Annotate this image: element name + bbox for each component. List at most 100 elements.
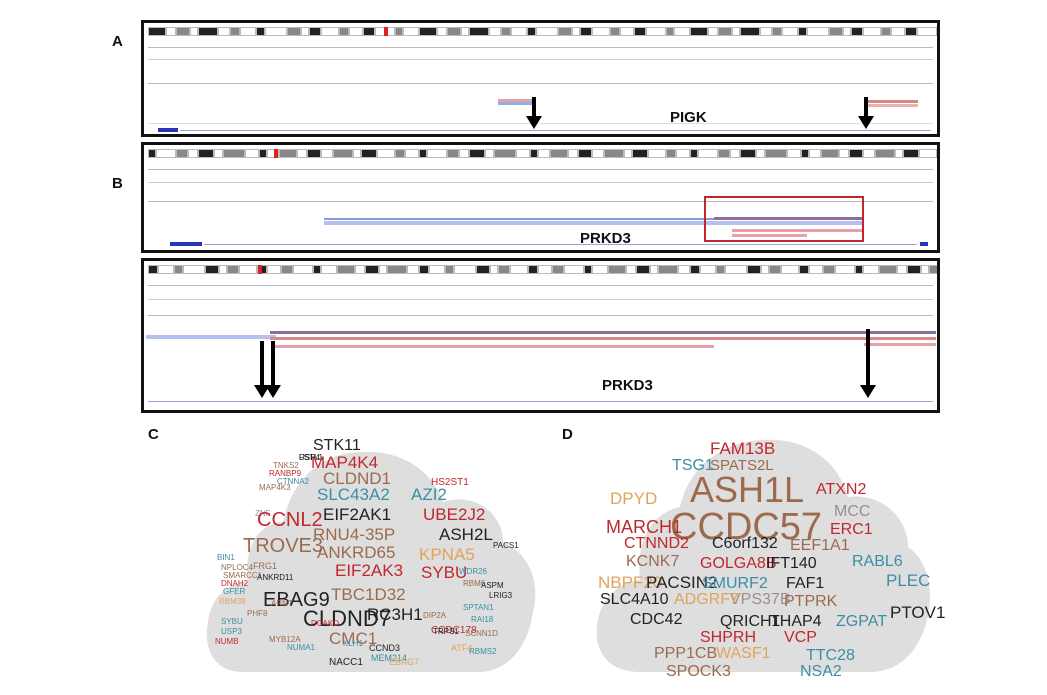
cytoband xyxy=(361,149,377,158)
gene-track-line xyxy=(148,401,933,402)
cytoband xyxy=(176,149,188,158)
cytoband xyxy=(718,149,730,158)
cytoband xyxy=(718,27,732,36)
cytoband xyxy=(760,27,772,36)
cytoband xyxy=(658,265,678,274)
cloud-word: GFER xyxy=(223,587,246,596)
cloud-word: KLH1 xyxy=(343,639,364,648)
cytoband xyxy=(772,27,782,36)
cytoband xyxy=(903,149,919,158)
cytoband xyxy=(676,149,690,158)
cloud-word: BIN1 xyxy=(217,553,235,562)
cytoband xyxy=(218,27,230,36)
cloud-word: USP4 xyxy=(299,453,320,462)
cytoband xyxy=(807,27,829,36)
cytoband xyxy=(490,265,498,274)
cloud-word: FAF1 xyxy=(786,575,825,592)
breakpoint-arrow xyxy=(858,97,874,129)
cloud-word: RNU4-35P xyxy=(313,525,396,544)
cloud-word: EIF2AK1 xyxy=(323,505,392,524)
chromosome-ideogram xyxy=(148,149,937,158)
cytoband xyxy=(584,265,592,274)
cloud-word: USP3 xyxy=(221,627,242,636)
cloud-word: RBM39 xyxy=(219,597,246,606)
cloud-word: ZNF xyxy=(255,509,271,518)
cytoband xyxy=(339,27,349,36)
cytoband xyxy=(214,149,223,158)
cytoband xyxy=(377,149,395,158)
cytoband xyxy=(823,265,835,274)
cytoband xyxy=(592,27,610,36)
cloud-word: MAP4K4 xyxy=(311,453,379,472)
cytoband xyxy=(459,149,469,158)
cytoband xyxy=(592,265,608,274)
cytoband xyxy=(407,265,419,274)
cloud-word: CCDC57 xyxy=(670,506,823,548)
cloud-word: RABL6 xyxy=(852,553,903,570)
gene-feature xyxy=(170,242,202,246)
cloud-word: FAM13B xyxy=(710,439,776,458)
cytoband xyxy=(307,149,321,158)
cytoband xyxy=(395,149,405,158)
cloud-word: MARCH1 xyxy=(606,517,683,537)
cytoband xyxy=(363,27,375,36)
cytoband xyxy=(592,149,604,158)
gene-track-line xyxy=(204,244,917,245)
cloud-word: GOLGA8B xyxy=(700,555,777,572)
cloud-word: NSA2 xyxy=(800,663,842,680)
cloud-word: PLEC xyxy=(886,571,931,590)
cytoband xyxy=(419,149,427,158)
breakpoint-arrow xyxy=(860,329,876,398)
cytoband xyxy=(650,265,658,274)
divider-line xyxy=(148,83,933,84)
cytoband xyxy=(897,265,907,274)
cloud-word: SLC4A10 xyxy=(600,591,669,608)
cytoband xyxy=(530,149,538,158)
cytoband xyxy=(895,149,903,158)
cloud-word: EEF1A1 xyxy=(790,537,850,554)
chromosome-ideogram xyxy=(148,265,937,274)
alignment-reads xyxy=(868,104,918,107)
cloud-word: CDC42 xyxy=(630,611,683,628)
alignment-reads xyxy=(270,331,936,334)
cloud-word: ASH1L xyxy=(690,469,805,510)
gene-track-line xyxy=(180,130,931,131)
cloud-word: SPTAN1 xyxy=(463,603,494,612)
alignment-reads xyxy=(868,100,918,103)
cytoband xyxy=(851,27,863,36)
word-cloud-d xyxy=(596,439,930,672)
cytoband xyxy=(708,27,718,36)
cytoband xyxy=(855,265,863,274)
cytoband xyxy=(437,27,447,36)
cytoband xyxy=(891,27,905,36)
cloud-word: SPOCK3 xyxy=(666,663,731,680)
cloud-word: CLDND7 xyxy=(303,606,392,631)
cloud-word: TBC1D32 xyxy=(331,585,406,604)
cytoband xyxy=(501,27,511,36)
cytoband xyxy=(690,265,700,274)
cytoband xyxy=(313,265,321,274)
cytoband xyxy=(881,27,891,36)
cytoband xyxy=(333,149,353,158)
cytoband xyxy=(447,149,459,158)
scale-line xyxy=(148,182,933,183)
cytoband xyxy=(265,27,287,36)
cytoband xyxy=(476,265,490,274)
cloud-word: CMC1 xyxy=(329,629,378,648)
cloud-word: SYBU xyxy=(221,617,243,626)
cytoband xyxy=(564,265,584,274)
cytoband xyxy=(267,265,281,274)
cytoband xyxy=(761,265,769,274)
panel-letter-b: B xyxy=(112,175,123,192)
cloud-word: DCAKD xyxy=(311,619,340,628)
gene-feature xyxy=(158,128,178,132)
cytoband xyxy=(321,27,339,36)
cloud-word: SLC43A2 xyxy=(317,485,390,504)
cytoband xyxy=(568,149,578,158)
cloud-word: DIP2A xyxy=(423,611,447,620)
cloud-word: PHF8 xyxy=(247,609,268,618)
gene-label-pigk: PIGK xyxy=(670,109,707,126)
cloud-word: NUMB xyxy=(215,637,239,646)
cloud-word: TROVE3 xyxy=(243,535,324,557)
genome-browser-panel-a: PIGK xyxy=(141,20,940,137)
